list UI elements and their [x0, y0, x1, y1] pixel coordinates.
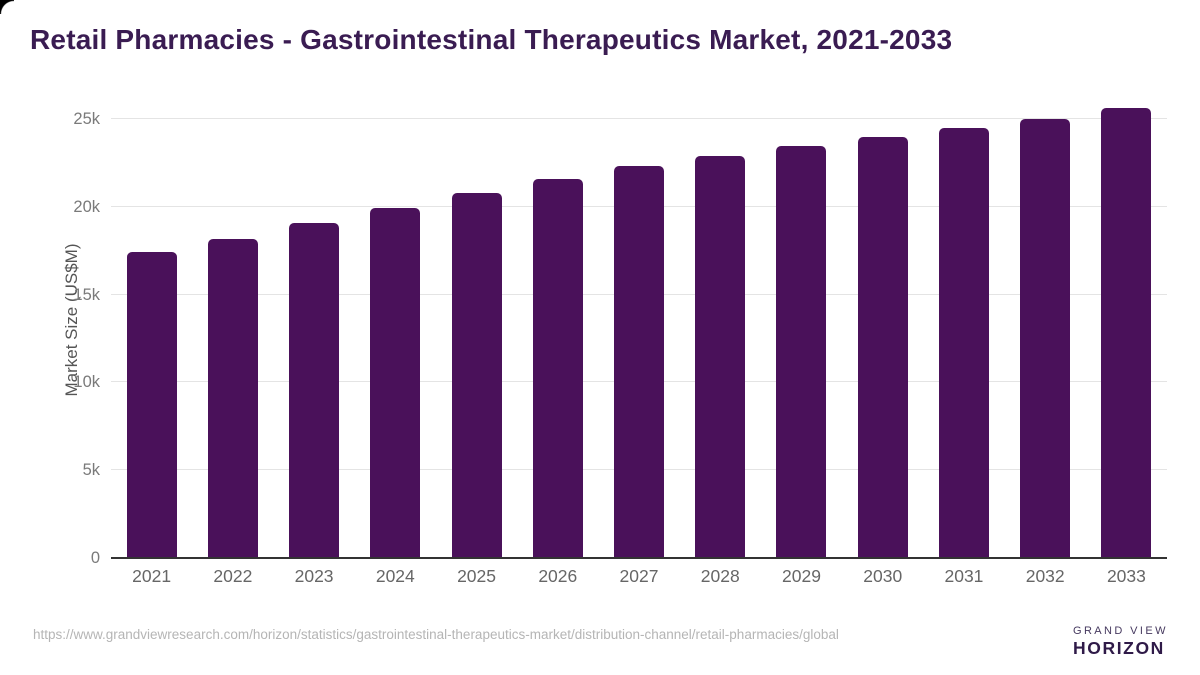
- bar-2030[interactable]: [857, 137, 908, 558]
- page-title: Retail Pharmacies - Gastrointestinal The…: [30, 24, 953, 55]
- x-tick-2021: 2021: [132, 566, 172, 586]
- bar-2024[interactable]: [370, 207, 421, 558]
- y-tick-0: 0: [90, 549, 100, 567]
- bar-slot-2029: [761, 106, 842, 558]
- logo-brand-bottom: HORIZON: [1073, 637, 1165, 658]
- bars-group: [111, 106, 1167, 558]
- bar-slot-2032: [1005, 106, 1086, 558]
- bar-slot-2025: [436, 106, 517, 558]
- x-tick-2028: 2028: [700, 566, 740, 586]
- logo-brand-top: GRAND VIEW: [1073, 624, 1168, 637]
- bar-2023[interactable]: [289, 223, 340, 558]
- y-tick-5k: 5k: [82, 461, 100, 480]
- logo-reflection-bar-1: [1034, 643, 1052, 647]
- y-tick-20k: 20k: [73, 197, 100, 216]
- bar-2021[interactable]: [126, 251, 177, 558]
- bar-2031[interactable]: [938, 127, 989, 558]
- bar-2033[interactable]: [1101, 108, 1152, 558]
- source-url: https://www.grandviewresearch.com/horizo…: [33, 627, 839, 642]
- bar-slot-2033: [1086, 106, 1167, 558]
- bar-2028[interactable]: [695, 155, 746, 558]
- bar-slot-2023: [273, 106, 354, 558]
- grandview-horizon-logo: GRAND VIEW HORIZON: [1022, 620, 1168, 662]
- bar-2032[interactable]: [1020, 119, 1071, 558]
- x-tick-2023: 2023: [294, 566, 334, 586]
- plot-area: [111, 106, 1167, 559]
- logo-sun-dome: [1032, 630, 1054, 641]
- x-tick-2026: 2026: [538, 566, 578, 586]
- y-tick-10k: 10k: [73, 373, 100, 392]
- bar-slot-2022: [192, 106, 273, 558]
- bar-2026[interactable]: [532, 178, 583, 558]
- x-tick-2031: 2031: [944, 566, 984, 586]
- bar-2025[interactable]: [451, 192, 502, 558]
- bar-slot-2030: [842, 106, 923, 558]
- bar-slot-2021: [111, 106, 192, 558]
- logo-wordmark: GRAND VIEW HORIZON: [1073, 625, 1168, 658]
- bar-slot-2024: [355, 106, 436, 558]
- bar-slot-2031: [923, 106, 1004, 558]
- x-tick-2033: 2033: [1106, 566, 1146, 586]
- x-tick-2032: 2032: [1025, 566, 1065, 586]
- logo-reflection-bar-2: [1038, 649, 1048, 653]
- bar-slot-2027: [598, 106, 679, 558]
- bar-slot-2026: [517, 106, 598, 558]
- bar-2027[interactable]: [614, 166, 665, 558]
- bar-2022[interactable]: [207, 239, 258, 558]
- x-axis-line: [111, 557, 1167, 559]
- x-axis-labels: 2021 2022 2023 2024 2025 2026 2027 2028 2029 2030…: [111, 566, 1167, 587]
- gridline-25k: [111, 118, 1167, 119]
- bar-2029[interactable]: [776, 146, 827, 558]
- x-tick-2025: 2025: [457, 566, 497, 586]
- y-tick-15k: 15k: [73, 285, 100, 304]
- x-tick-2030: 2030: [863, 566, 903, 586]
- horizon-sun-icon: [1022, 620, 1064, 662]
- y-axis-ticks: 0 5k 10k 15k 20k 25k: [0, 106, 100, 567]
- bar-slot-2028: [680, 106, 761, 558]
- y-tick-25k: 25k: [73, 110, 100, 128]
- x-tick-2022: 2022: [213, 566, 253, 586]
- x-tick-2024: 2024: [375, 566, 415, 586]
- x-tick-2029: 2029: [782, 566, 821, 586]
- x-tick-2027: 2027: [619, 566, 659, 586]
